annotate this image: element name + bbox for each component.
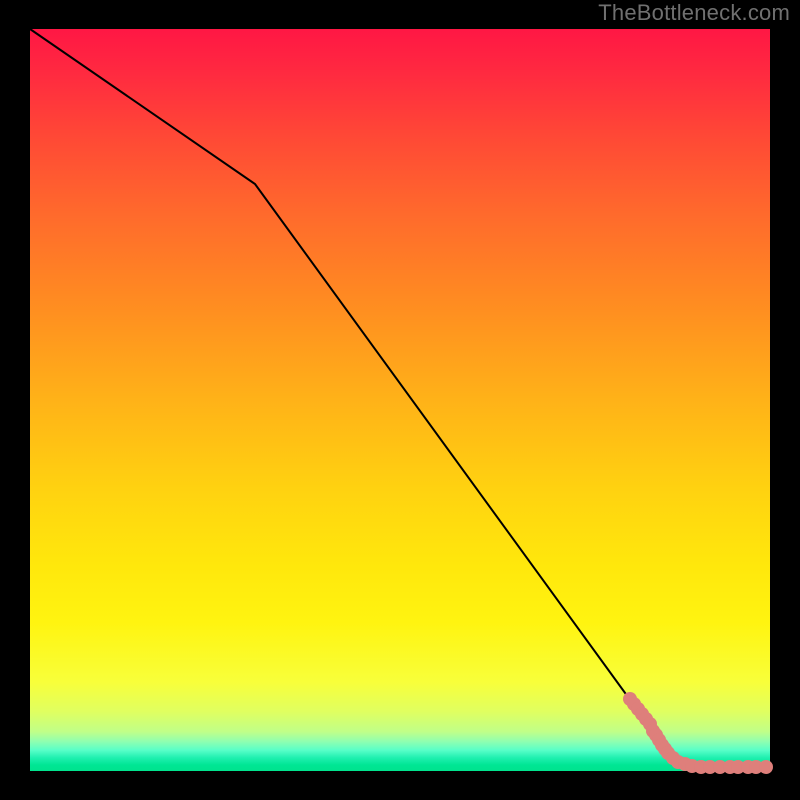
data-marker bbox=[759, 760, 773, 774]
chart-container: TheBottleneck.com bbox=[0, 0, 800, 800]
plot-gradient-background bbox=[30, 29, 770, 771]
attribution-text: TheBottleneck.com bbox=[598, 0, 790, 26]
bottleneck-chart bbox=[0, 0, 800, 800]
